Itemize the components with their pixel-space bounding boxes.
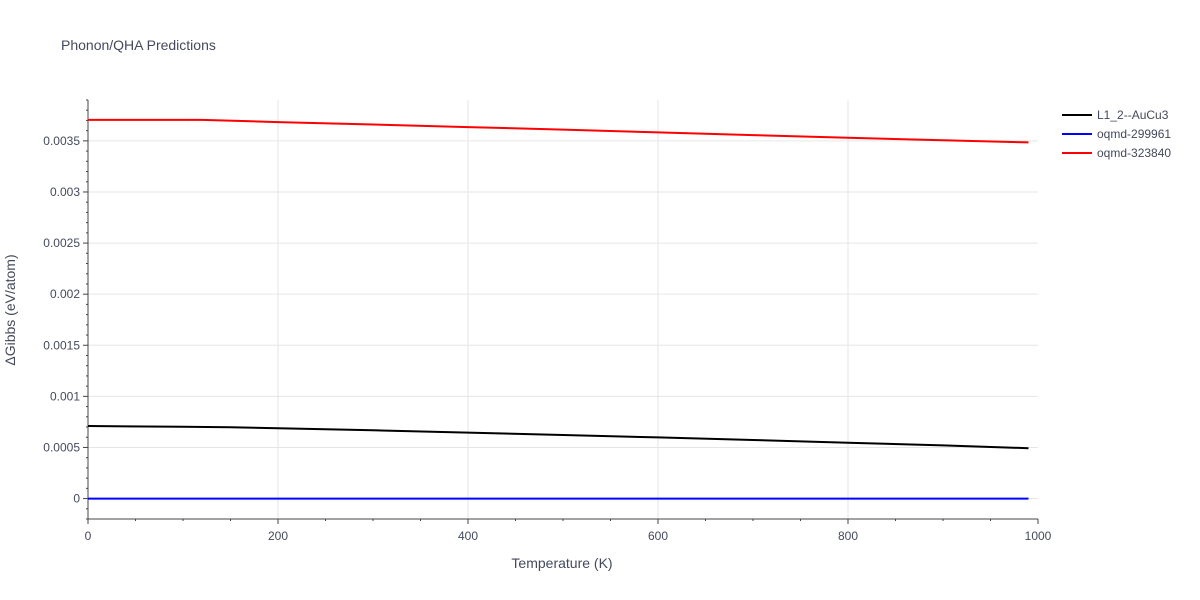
- chart-title: Phonon/QHA Predictions: [61, 37, 216, 53]
- legend-item[interactable]: L1_2--AuCu3: [1062, 108, 1169, 122]
- legend-label: oqmd-323840: [1097, 146, 1171, 160]
- legend-item[interactable]: oqmd-323840: [1062, 146, 1171, 160]
- x-tick-label: 0: [85, 529, 92, 543]
- y-tick-label: 0: [73, 492, 80, 506]
- y-tick-label: 0.003: [50, 185, 80, 199]
- y-tick-label: 0.0015: [43, 338, 80, 352]
- y-tick-label: 0.001: [50, 389, 80, 403]
- y-tick-label: 0.0025: [43, 236, 80, 250]
- y-tick-label: 0.0005: [43, 440, 80, 454]
- legend[interactable]: L1_2--AuCu3 oqmd-299961 oqmd-323840: [1062, 108, 1171, 160]
- axes: 0 200 400 600 800 1000 0 0.0005 0.001 0.0015 0.002…: [43, 99, 1052, 543]
- series-line-L1_2--AuCu3: [87, 425, 1029, 450]
- series-line-oqmd-323840: [88, 118, 1029, 144]
- x-tick-label: 600: [648, 529, 668, 543]
- legend-item[interactable]: oqmd-299961: [1062, 127, 1171, 141]
- x-tick-label: 1000: [1025, 529, 1052, 543]
- x-tick-label: 200: [268, 529, 288, 543]
- y-tick-label: 0.002: [50, 287, 80, 301]
- x-axis-title: Temperature (K): [511, 555, 612, 571]
- legend-label: oqmd-299961: [1097, 127, 1171, 141]
- plot-lines: [87, 118, 1029, 500]
- x-tick-label: 400: [458, 529, 478, 543]
- y-axis-title: ΔGibbs (eV/atom): [2, 254, 18, 365]
- y-tick-label: 0.0035: [43, 134, 80, 148]
- x-tick-label: 800: [838, 529, 858, 543]
- legend-label: L1_2--AuCu3: [1097, 108, 1169, 122]
